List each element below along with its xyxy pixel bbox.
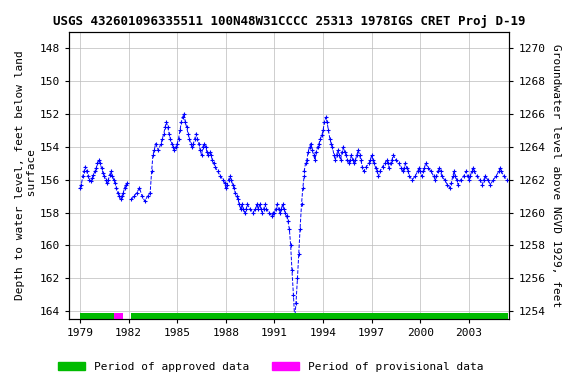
Legend: Period of approved data, Period of provisional data: Period of approved data, Period of provi… xyxy=(53,358,488,377)
Bar xyxy=(113,313,123,319)
Y-axis label: Depth to water level, feet below land
 surface: Depth to water level, feet below land su… xyxy=(15,51,37,300)
Title: USGS 432601096335511 100N48W31CCCC 25313 1978IGS CRET Proj D-19: USGS 432601096335511 100N48W31CCCC 25313… xyxy=(53,15,525,28)
Bar xyxy=(131,313,508,319)
Y-axis label: Groundwater level above NGVD 1929, feet: Groundwater level above NGVD 1929, feet xyxy=(551,44,561,307)
Bar xyxy=(80,313,113,319)
